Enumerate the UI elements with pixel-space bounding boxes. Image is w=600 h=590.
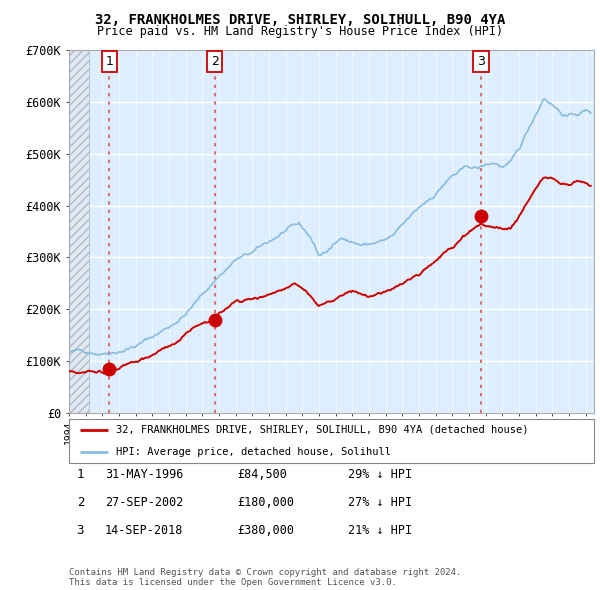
Text: 31-MAY-1996: 31-MAY-1996 (105, 468, 184, 481)
Text: 32, FRANKHOLMES DRIVE, SHIRLEY, SOLIHULL, B90 4YA: 32, FRANKHOLMES DRIVE, SHIRLEY, SOLIHULL… (95, 13, 505, 27)
Text: 3: 3 (77, 525, 84, 537)
Text: 3: 3 (477, 55, 485, 68)
Text: £380,000: £380,000 (237, 525, 294, 537)
Text: HPI: Average price, detached house, Solihull: HPI: Average price, detached house, Soli… (116, 447, 391, 457)
Text: £84,500: £84,500 (237, 468, 287, 481)
Text: 2: 2 (211, 55, 218, 68)
Text: Price paid vs. HM Land Registry's House Price Index (HPI): Price paid vs. HM Land Registry's House … (97, 25, 503, 38)
Text: 1: 1 (106, 55, 113, 68)
Text: Contains HM Land Registry data © Crown copyright and database right 2024.
This d: Contains HM Land Registry data © Crown c… (69, 568, 461, 587)
Text: 1: 1 (77, 468, 84, 481)
Text: 29% ↓ HPI: 29% ↓ HPI (348, 468, 412, 481)
Text: 27% ↓ HPI: 27% ↓ HPI (348, 496, 412, 509)
Text: £180,000: £180,000 (237, 496, 294, 509)
Text: 21% ↓ HPI: 21% ↓ HPI (348, 525, 412, 537)
Text: 27-SEP-2002: 27-SEP-2002 (105, 496, 184, 509)
Text: 14-SEP-2018: 14-SEP-2018 (105, 525, 184, 537)
Text: 32, FRANKHOLMES DRIVE, SHIRLEY, SOLIHULL, B90 4YA (detached house): 32, FRANKHOLMES DRIVE, SHIRLEY, SOLIHULL… (116, 425, 529, 435)
Text: 2: 2 (77, 496, 84, 509)
